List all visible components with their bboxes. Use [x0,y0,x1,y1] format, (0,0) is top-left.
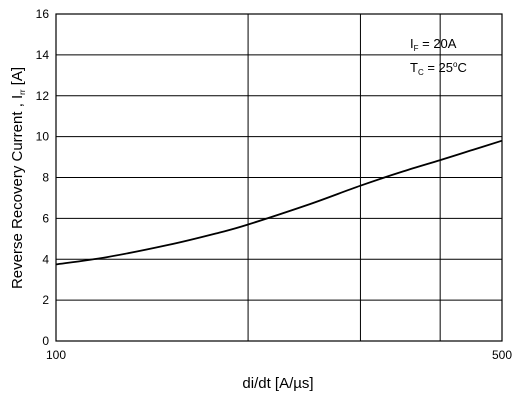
y-tick-label: 16 [36,7,50,21]
x-axis-label: di/dt [A/µs] [242,375,313,392]
x-tick-labels: 100 500 [46,348,512,362]
y-tick-label: 8 [42,171,49,185]
y-tick-labels: 0 2 4 6 8 10 12 14 16 [36,7,50,348]
plot-frame [55,13,503,342]
y-tick-label: 12 [36,89,50,103]
y-tick-label: 4 [42,252,49,266]
annotation-tc: TC = 25oC [410,60,467,77]
y-tick-label: 10 [36,130,50,144]
x-tick-label: 100 [46,348,66,362]
legend-annotation: IF = 20A TC = 25oC [410,36,467,77]
y-tick-label: 2 [42,293,49,307]
y-tick-label: 6 [42,211,49,225]
series-line [55,139,503,266]
y-tick-label: 0 [42,334,49,348]
y-axis-label: Reverse Recovery Current , Irr [A] [9,67,27,289]
x-tick-label: 500 [492,348,512,362]
annotation-if: IF = 20A [410,36,457,53]
y-tick-label: 14 [36,48,50,62]
